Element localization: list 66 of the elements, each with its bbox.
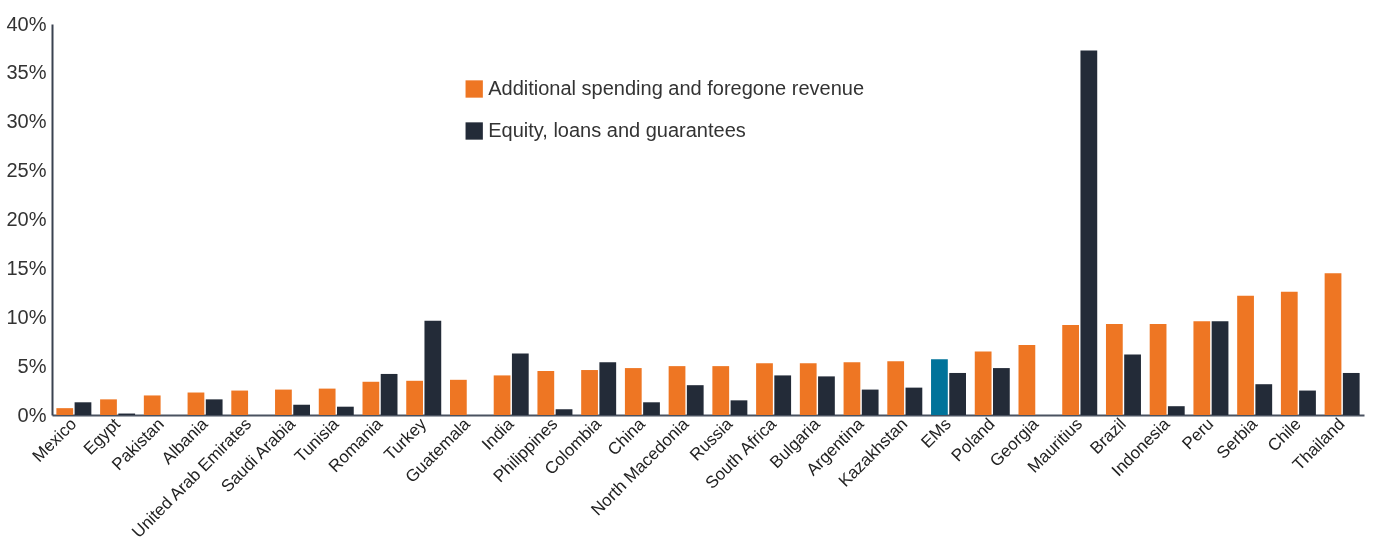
bar <box>1105 324 1123 415</box>
bar <box>1124 354 1141 415</box>
legend-label: Equity, loans and guarantees <box>488 119 746 141</box>
bar <box>668 366 686 415</box>
bar <box>581 370 598 415</box>
bar <box>1062 325 1079 415</box>
bar <box>861 389 879 415</box>
bar <box>1280 291 1298 415</box>
legend-label: Additional spending and foregone revenue <box>488 77 865 99</box>
bar <box>905 387 923 415</box>
bar <box>887 361 905 415</box>
bar <box>187 392 205 415</box>
bar <box>293 404 311 415</box>
bar <box>100 399 117 415</box>
y-tick-label: 40% <box>6 12 47 35</box>
bar <box>818 376 835 415</box>
bar <box>337 406 354 415</box>
bar <box>643 402 660 415</box>
bar <box>1255 384 1273 415</box>
bar <box>1080 50 1098 415</box>
bar <box>380 373 398 415</box>
y-tick-label: 20% <box>6 208 47 230</box>
bar <box>931 359 948 415</box>
bar <box>1237 295 1254 415</box>
bar <box>712 366 730 415</box>
bar <box>730 400 748 415</box>
bar <box>493 375 511 415</box>
bar <box>686 385 704 415</box>
bar <box>1342 372 1360 415</box>
y-tick-label: 35% <box>6 61 47 84</box>
bar <box>974 351 992 415</box>
bar <box>511 353 529 415</box>
bar <box>231 390 249 415</box>
bar <box>1299 390 1316 415</box>
bar <box>537 371 555 415</box>
bar <box>449 379 467 415</box>
bar <box>275 389 292 415</box>
bar <box>318 388 336 415</box>
bar <box>843 362 861 415</box>
bar <box>205 399 223 415</box>
y-tick-label: 15% <box>6 256 47 279</box>
y-tick-label: 30% <box>6 110 47 133</box>
bar <box>1193 321 1211 415</box>
bar <box>56 408 74 415</box>
bar <box>1167 406 1185 415</box>
y-tick-label: 5% <box>17 354 47 377</box>
bar <box>406 380 423 415</box>
bar <box>424 320 442 415</box>
bar <box>756 363 773 415</box>
bar <box>1018 345 1036 415</box>
bar <box>1211 321 1229 415</box>
bar <box>74 402 92 415</box>
bar <box>599 362 617 415</box>
bar <box>799 363 817 415</box>
bar <box>774 375 792 415</box>
y-tick-label: 25% <box>6 159 47 182</box>
bar <box>624 368 642 415</box>
bar <box>555 409 573 415</box>
y-tick-label: 0% <box>17 403 47 426</box>
y-tick-label: 10% <box>6 305 47 328</box>
bar <box>362 381 380 415</box>
bar <box>1324 273 1342 415</box>
bar <box>143 395 161 415</box>
bar <box>949 372 967 415</box>
bar <box>1149 324 1167 415</box>
bar <box>993 368 1010 415</box>
